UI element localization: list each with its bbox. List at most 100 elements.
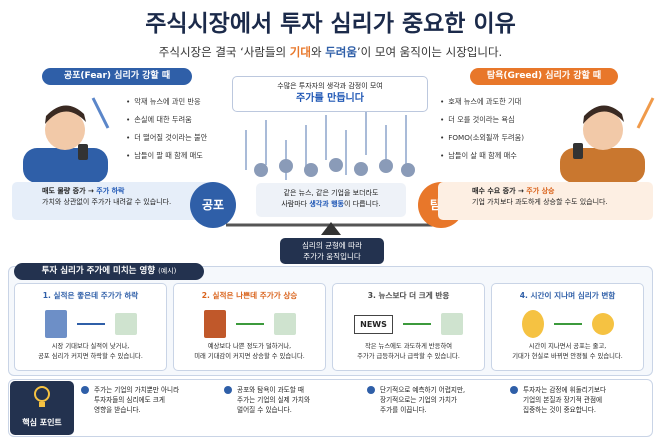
icon-shape xyxy=(114,313,137,335)
icon-arrow xyxy=(402,323,431,325)
center-middle: 같은 뉴스, 같은 기업을 보더라도 사람마다 생각과 행동이 다릅니다. xyxy=(256,183,406,217)
examples-tag: (예시) xyxy=(158,267,177,275)
news-icon: NEWS xyxy=(354,314,393,334)
key-point-line: 멀어질 수 있습니다. xyxy=(237,406,292,414)
key-point-line: 영향을 받습니다. xyxy=(94,406,141,414)
icon-shape xyxy=(44,310,67,338)
bullet: 손실에 대한 두려움 xyxy=(126,111,226,129)
check-icon xyxy=(367,386,375,394)
subtitle-part: 두려움 xyxy=(325,45,357,59)
key-point-line: 기업의 본질과 장기적 관점에 xyxy=(523,396,603,404)
fear-title: 공포(Fear) 심리가 강할 때 xyxy=(42,68,192,85)
card-lines: 시장 기대보다 실적이 낮거나, 공포 심리가 커지면 하락할 수 있습니다. xyxy=(15,342,166,362)
greed-note: 기업 가치보다 과도하게 상승할 수도 있습니다. xyxy=(472,198,608,206)
fear-person xyxy=(23,97,110,183)
bullet: 남들이 살 때 함께 매수 xyxy=(440,147,550,165)
key-point-line: 주가는 기업의 실제 가치와 xyxy=(237,396,311,404)
fear-result: 매도 물량 증가 → xyxy=(42,187,97,195)
center-top-1: 수많은 투자자의 생각과 감정이 모여 xyxy=(277,82,383,90)
subtitle-part: 와 xyxy=(310,45,326,59)
card-icon: NEWS xyxy=(333,306,484,342)
card-line: 시간이 지나면서 공포는 줄고, xyxy=(528,343,607,350)
icon-shape xyxy=(440,313,463,335)
card-line: 시장 기대보다 실적이 낮거나, xyxy=(51,343,130,350)
icon-arrow xyxy=(76,323,105,325)
center-middle-3: 이 다릅니다. xyxy=(343,200,381,208)
card-icon xyxy=(492,306,643,342)
examples-title-text: 투자 심리가 주가에 미치는 영향 xyxy=(41,266,156,276)
card-lines: 시간이 지나면서 공포는 줄고, 기대가 현실로 바뀌면 안정될 수 있습니다. xyxy=(492,342,643,362)
key-point-line: 공포와 탐욕이 과도할 때 xyxy=(237,386,304,394)
card-line: 기대가 현실로 바뀌면 안정될 수 있습니다. xyxy=(512,353,623,360)
example-card: 2. 실적은 나쁜데 주가가 상승 예상보다 나쁜 정도가 덜하거나, 미래 기대감… xyxy=(173,283,326,371)
icon-shape xyxy=(521,310,544,338)
icon-shape xyxy=(273,313,296,335)
greed-result-box: 매수 수요 증가 → 주가 상승 기업 가치보다 과도하게 상승할 수도 있습니… xyxy=(438,182,653,220)
icon-shape xyxy=(591,313,614,335)
icon-arrow xyxy=(553,323,582,325)
center-top: 수많은 투자자의 생각과 감정이 모여 주가를 만듭니다 xyxy=(232,76,428,112)
key-points-panel xyxy=(8,379,653,437)
fear-bullets: 악재 뉴스에 과민 반응손실에 대한 두려움더 떨어질 것이라는 불안남들이 팔… xyxy=(126,93,226,165)
center-top-2: 주가를 만듭니다 xyxy=(296,93,364,104)
card-line: 공포 심리가 커지면 하락할 수 있습니다. xyxy=(38,353,143,360)
card-title: 4. 시간이 지나며 심리가 변함 xyxy=(519,291,616,300)
greed-result: 매수 수요 증가 → xyxy=(472,187,527,195)
card-line: 주가가 급등하거나 급락할 수 있습니다. xyxy=(357,353,460,360)
card-icon xyxy=(15,306,166,342)
key-point-line: 주가는 기업의 가치뿐만 아니라 xyxy=(94,386,180,394)
greed-result-em: 주가 상승 xyxy=(526,187,555,195)
fear-result-em: 주가 하락 xyxy=(96,187,125,195)
title: 주식시장에서 투자 심리가 중요한 이유 xyxy=(145,11,516,37)
key-point-line: 장기적으로는 기업의 가치가 xyxy=(380,396,457,404)
key-points-title: 핵심 포인트 xyxy=(10,381,74,435)
center-middle-1: 같은 뉴스, 같은 기업을 보더라도 xyxy=(283,189,379,197)
fear-note: 가치와 상관없이 주가가 내려갈 수 있습니다. xyxy=(42,198,172,206)
center-bottom-1: 심리의 균형에 따라 xyxy=(302,241,362,250)
check-icon xyxy=(224,386,232,394)
bulb-icon xyxy=(34,386,50,407)
example-card: 1. 실적은 좋은데 주가가 하락 시장 기대보다 실적이 낮거나, 공포 심리가 … xyxy=(14,283,167,371)
bullet: 남들이 팔 때 함께 매도 xyxy=(126,147,226,165)
center-middle-em: 생각과 행동 xyxy=(309,200,344,208)
key-point-line: 집중하는 것이 중요합니다. xyxy=(523,406,597,414)
card-line: 작은 뉴스에도 과도하게 반응하여 xyxy=(364,343,453,350)
key-point-line: 투자자는 감정에 휘둘리기보다 xyxy=(523,386,607,394)
subtitle-part: 기대 xyxy=(289,45,311,59)
fear-result-box: 매도 물량 증가 → 주가 하락 가치와 상관없이 주가가 내려갈 수 있습니다… xyxy=(12,182,222,220)
bullet: 더 오를 것이라는 욕심 xyxy=(440,111,550,129)
fear-circle: 공포 xyxy=(190,182,236,228)
key-point-line: 주가를 이끕니다. xyxy=(380,406,427,414)
center-middle-2: 사람마다 xyxy=(281,200,310,208)
greed-bullets: 호재 뉴스에 과도한 기대더 오를 것이라는 욕심FOMO(소외될까 두려움)남… xyxy=(440,93,550,165)
card-lines: 예상보다 나쁜 정도가 덜하거나, 미래 기대감이 커지면 상승할 수 있습니다. xyxy=(174,342,325,362)
greed-person xyxy=(560,97,655,183)
card-line: 미래 기대감이 커지면 상승할 수 있습니다. xyxy=(194,353,305,360)
greed-title: 탐욕(Greed) 심리가 강할 때 xyxy=(470,68,618,85)
card-icon xyxy=(174,306,325,342)
card-line: 예상보다 나쁜 정도가 덜하거나, xyxy=(207,343,292,350)
check-icon xyxy=(81,386,89,394)
key-point-line: 단기적으로 예측하기 어렵지만, xyxy=(380,386,466,394)
check-icon xyxy=(510,386,518,394)
subtitle: 주식시장은 결국 ‘사람들의 기대와 두려움’이 모여 움직이는 시장입니다. xyxy=(0,44,661,60)
examples-title: 투자 심리가 주가에 미치는 영향 (예시) xyxy=(14,263,204,280)
center-bottom-2: 주가가 움직입니다 xyxy=(303,252,361,261)
center-illustration xyxy=(226,110,436,235)
bullet: 악재 뉴스에 과민 반응 xyxy=(126,93,226,111)
bullet: FOMO(소외될까 두려움) xyxy=(440,129,550,147)
icon-arrow xyxy=(235,323,264,325)
icon-shape xyxy=(203,310,226,338)
subtitle-part: 주식시장은 결국 ‘사람들의 xyxy=(158,45,290,59)
key-point-line: 투자자들의 심리에도 크게 xyxy=(94,396,165,404)
card-title: 3. 뉴스보다 더 크게 반응 xyxy=(367,291,450,300)
